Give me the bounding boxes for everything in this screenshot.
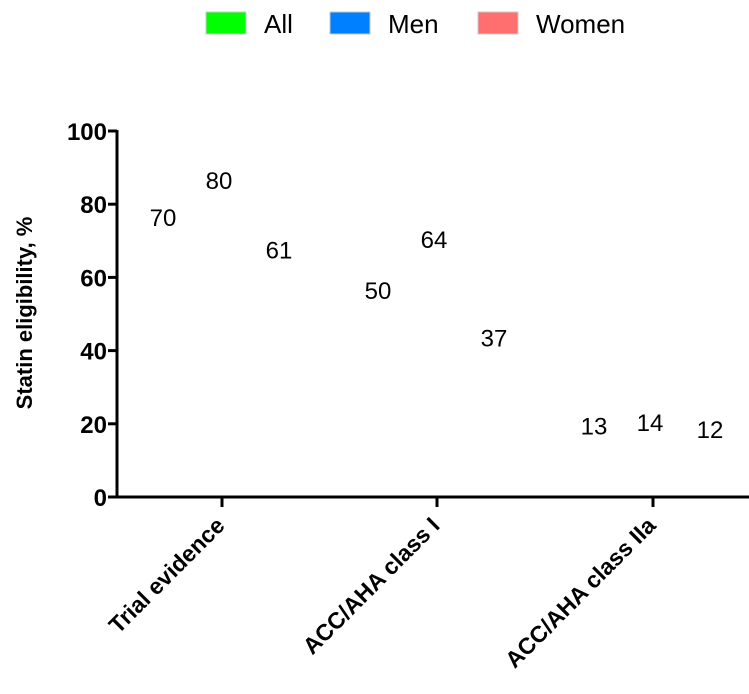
legend-item-all: All [205,9,293,39]
legend-swatch [477,11,519,35]
legend-swatch [329,11,371,35]
y-tick-label: 60 [80,265,107,292]
data-label-all: 50 [365,278,392,305]
data-label-all: 13 [581,413,608,440]
y-axis-label: Statin eligibility, % [12,217,37,410]
data-label-women: 12 [697,417,724,444]
y-tick-label: 0 [94,485,107,512]
legend-label: Women [536,9,625,39]
x-tick-label: Trial evidence [104,512,230,638]
legend-label: Men [388,9,439,39]
y-tick-label: 100 [67,119,107,146]
axes: 0 20 40 60 80 100 Trial evidence ACC/AHA class … [67,119,749,673]
y-tick-label: 20 [80,412,107,439]
x-tick-label: ACC/AHA class I [298,512,445,659]
data-label-men: 14 [637,410,664,437]
data-label-all: 70 [150,205,177,232]
data-label-women: 61 [266,238,293,265]
legend: All Men Women [205,9,625,39]
legend-swatch [205,11,247,35]
legend-label: All [264,9,293,39]
legend-item-women: Women [477,9,625,39]
data-label-men: 80 [206,168,233,195]
data-label-men: 64 [421,227,448,254]
y-tick-label: 40 [80,339,107,366]
data-labels: 70 50 13 80 64 14 61 37 12 [150,168,724,444]
y-tick-label: 80 [80,192,107,219]
legend-item-men: Men [329,9,439,39]
data-label-women: 37 [481,326,508,353]
x-tick-label: ACC/AHA class IIa [500,512,661,673]
